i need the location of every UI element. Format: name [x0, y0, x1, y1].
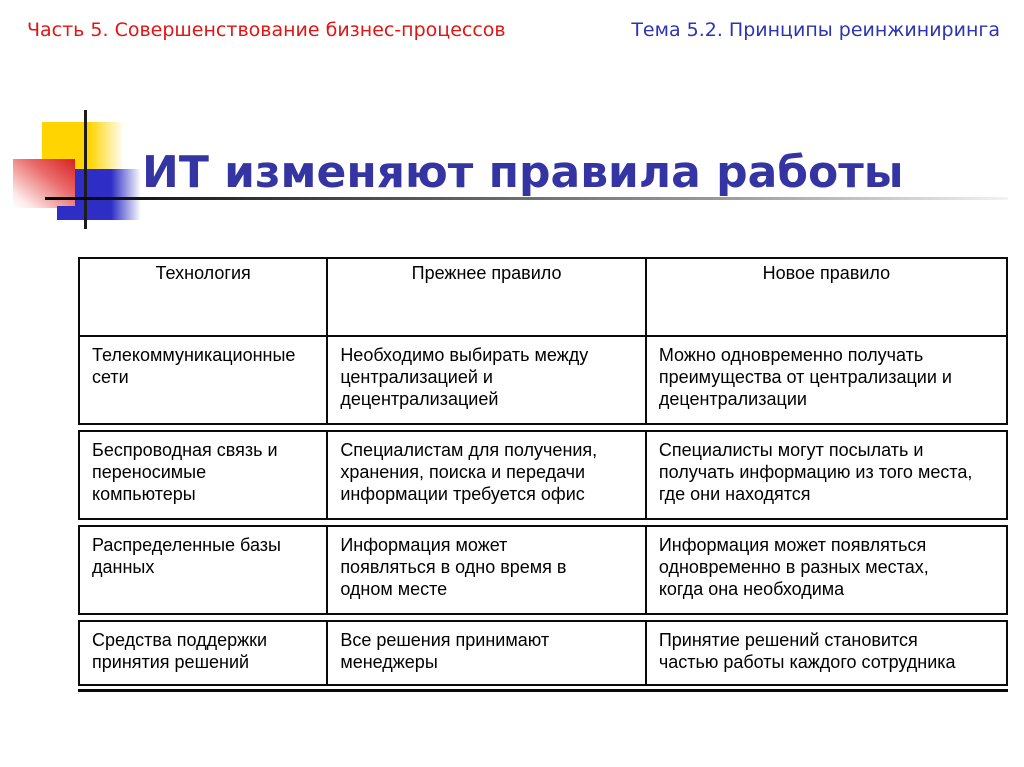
table-cell: Телекоммуникационные сети — [92, 345, 296, 387]
decor-blue-square-small — [57, 206, 105, 220]
table-cell: Средства поддержки принятия решений — [92, 630, 268, 672]
rules-table: Технология Прежнее правило Новое правило… — [78, 257, 1008, 692]
table-row-group: Беспроводная связь и переносимые компьют… — [78, 430, 1008, 520]
column-header-old-rule: Прежнее правило — [326, 259, 645, 335]
table-bottom-rule — [78, 689, 1008, 692]
topic-label: Тема 5.2. Принципы реинжиниринга — [631, 19, 1000, 41]
table-cell: Необходимо выбирать между централизацией… — [326, 337, 645, 423]
table-cell: Распределенные базы данных — [92, 535, 281, 577]
table-row-group: Технология Прежнее правило Новое правило… — [78, 257, 1008, 425]
table-row-group: Распределенные базы данных Информация мо… — [78, 525, 1008, 615]
course-part-label: Часть 5. Совершенствование бизнес-процес… — [27, 19, 506, 41]
table-cell: Принятие решений становится частью работ… — [644, 622, 1006, 684]
table-row: Беспроводная связь и переносимые компьют… — [80, 432, 1006, 518]
table-cell: Беспроводная связь и переносимые компьют… — [92, 440, 278, 504]
decor-horizontal-rule — [45, 197, 1008, 200]
column-header-technology: Технология — [155, 263, 251, 283]
table-cell: Все решения принимают менеджеры — [326, 622, 645, 684]
table-header-row: Технология Прежнее правило Новое правило — [80, 259, 1006, 335]
table-cell: Специалистам для получения, хранения, по… — [326, 432, 645, 518]
decor-red-square — [13, 159, 75, 208]
table-row-group: Средства поддержки принятия решений Все … — [78, 620, 1008, 686]
table-row: Средства поддержки принятия решений Все … — [80, 622, 1006, 684]
table-row: Телекоммуникационные сети Необходимо выб… — [80, 335, 1006, 423]
column-header-new-rule: Новое правило — [644, 259, 1006, 335]
table-cell: Информация может появляться одновременно… — [644, 527, 1006, 613]
decor-vertical-line — [84, 110, 87, 229]
slide-header: Часть 5. Совершенствование бизнес-процес… — [27, 18, 1000, 42]
table-cell: Специалисты могут посылать и получать ин… — [644, 432, 1006, 518]
table-cell: Можно одновременно получать преимущества… — [644, 337, 1006, 423]
slide-title: ИТ изменяют правила работы — [142, 147, 904, 199]
table-row: Распределенные базы данных Информация мо… — [80, 527, 1006, 613]
table-cell: Информация может появляться в одно время… — [326, 527, 645, 613]
